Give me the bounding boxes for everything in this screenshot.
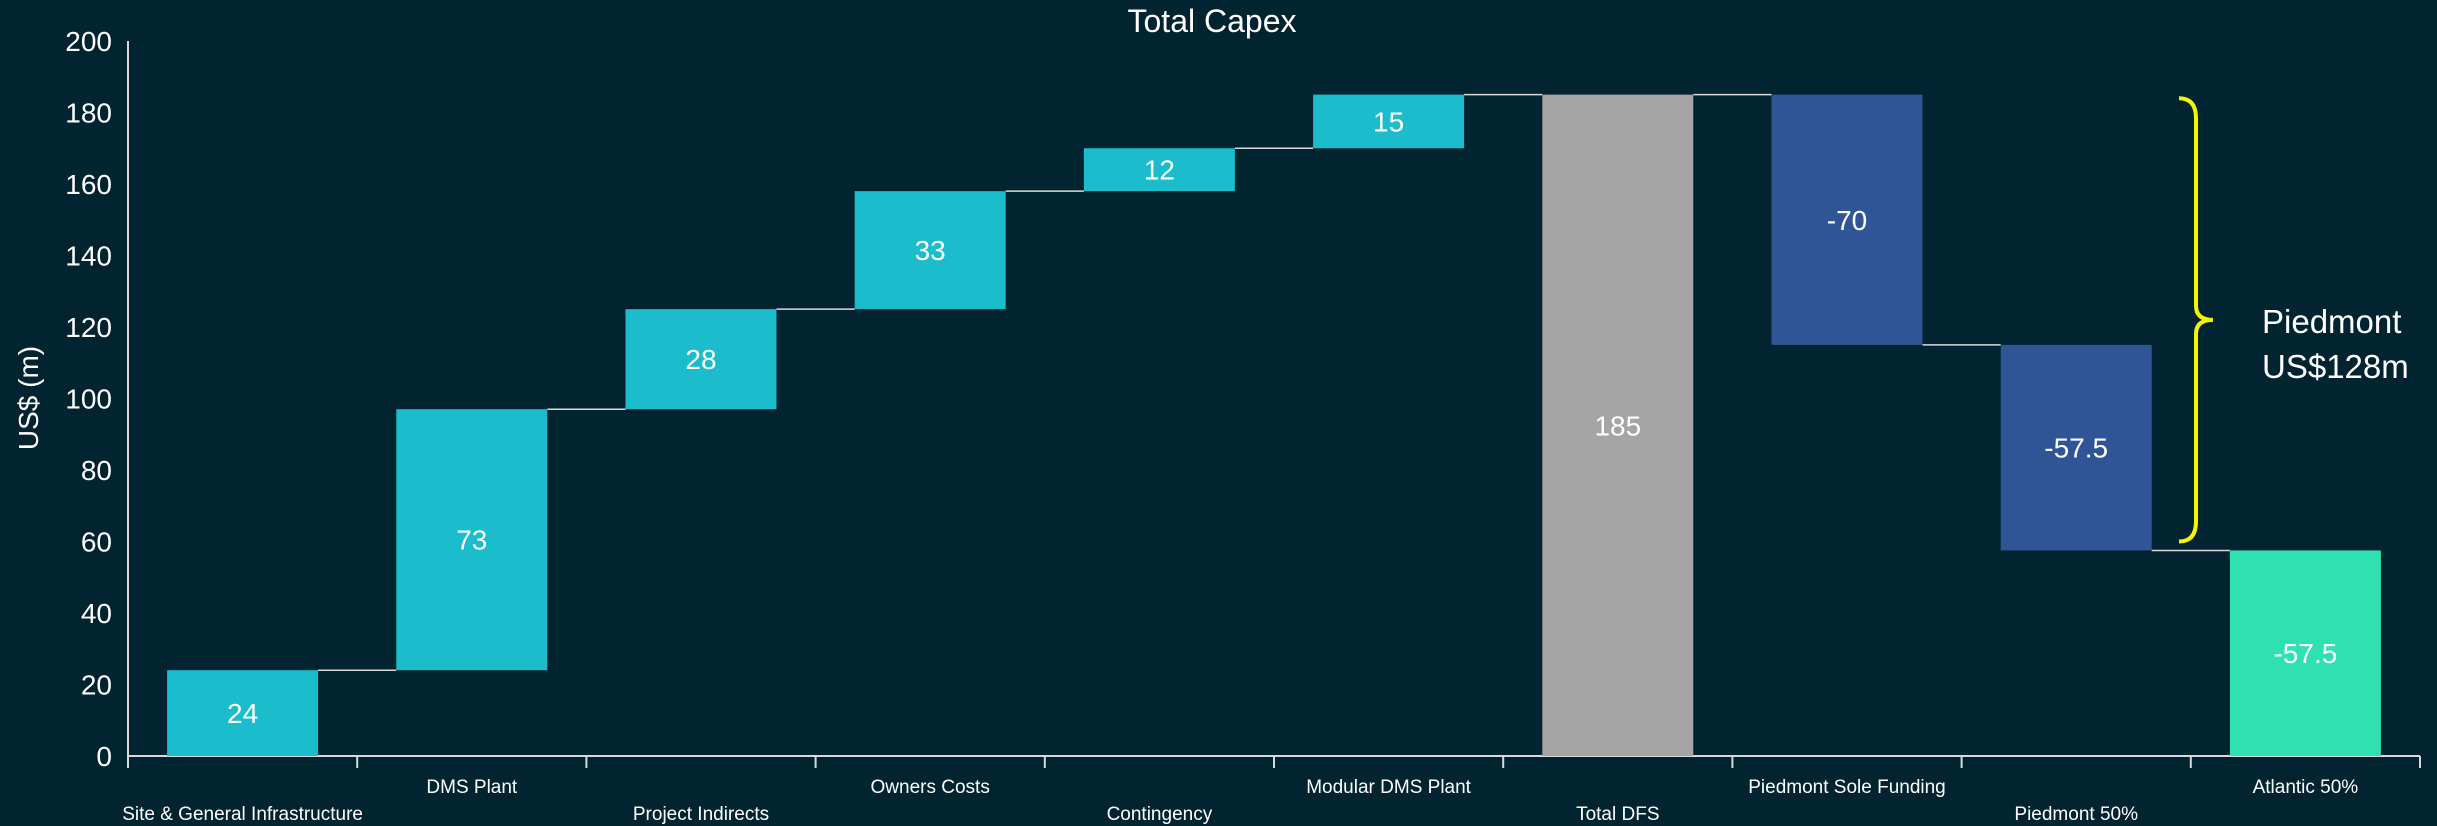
bar-value-label: 15 bbox=[1373, 106, 1404, 137]
x-tick-label: Atlantic 50% bbox=[2253, 777, 2359, 798]
bar-value-label: 28 bbox=[685, 344, 716, 375]
bar bbox=[167, 670, 319, 756]
y-tick-label: 120 bbox=[65, 312, 112, 343]
bar-value-label: -70 bbox=[1827, 205, 1867, 236]
bar bbox=[396, 409, 548, 671]
bar-value-label: -57.5 bbox=[2273, 638, 2337, 669]
y-tick-label: 200 bbox=[65, 26, 112, 57]
bar-value-label: 12 bbox=[1144, 155, 1175, 186]
bars bbox=[167, 94, 2381, 756]
chart-title: Total Capex bbox=[1128, 3, 1297, 39]
bar-value-label: 73 bbox=[456, 525, 487, 556]
bar bbox=[1313, 94, 1465, 149]
axes bbox=[127, 41, 2421, 768]
annotation-line-2: US$128m bbox=[2262, 348, 2409, 385]
x-tick-label: Project Indirects bbox=[633, 804, 769, 825]
x-tick-label: Piedmont 50% bbox=[2014, 804, 2138, 825]
y-tick-label: 80 bbox=[81, 455, 112, 486]
connector-lines bbox=[318, 93, 2230, 671]
y-tick-label: 0 bbox=[96, 741, 112, 772]
bar bbox=[1542, 94, 1694, 756]
bar bbox=[2229, 550, 2381, 756]
bar bbox=[1083, 148, 1235, 192]
y-tick-label: 60 bbox=[81, 527, 112, 558]
y-tick-label: 140 bbox=[65, 241, 112, 272]
y-tick-label: 40 bbox=[81, 598, 112, 629]
bar-value-label: 33 bbox=[915, 235, 946, 266]
piedmont-annotation: Piedmont US$128m bbox=[2178, 96, 2409, 544]
bar bbox=[2000, 344, 2152, 551]
x-tick-label: Modular DMS Plant bbox=[1306, 777, 1471, 798]
bar-value-label: 185 bbox=[1594, 410, 1641, 441]
x-tick-labels: Site & General Infrastructure DMS Plant Pr… bbox=[122, 777, 2358, 825]
bar-value-label: 24 bbox=[227, 698, 258, 729]
x-tick-label: Piedmont Sole Funding bbox=[1748, 777, 1946, 798]
y-tick-labels: 0 20 40 60 80 100 120 140 160 180 200 bbox=[65, 26, 112, 772]
x-tick-label: Owners Costs bbox=[871, 777, 990, 798]
bar bbox=[625, 309, 777, 410]
bar-value-label: -57.5 bbox=[2044, 433, 2108, 464]
x-tick-label: DMS Plant bbox=[426, 777, 518, 798]
y-tick-label: 180 bbox=[65, 98, 112, 129]
bar bbox=[854, 191, 1006, 310]
y-axis-label: US$ (m) bbox=[13, 346, 44, 450]
annotation-line-1: Piedmont bbox=[2262, 303, 2401, 340]
y-tick-label: 20 bbox=[81, 670, 112, 701]
bar bbox=[1771, 94, 1923, 345]
x-tick-label: Contingency bbox=[1107, 804, 1213, 825]
y-tick-label: 160 bbox=[65, 169, 112, 200]
bar-labels: 24 73 28 33 12 15 185 -70 -57.5 -57.5 bbox=[227, 106, 2337, 729]
x-tick-label: Site & General Infrastructure bbox=[122, 804, 363, 825]
x-tick-label: Total DFS bbox=[1576, 804, 1659, 825]
y-tick-label: 100 bbox=[65, 384, 112, 415]
brace-bracket bbox=[2178, 96, 2214, 544]
